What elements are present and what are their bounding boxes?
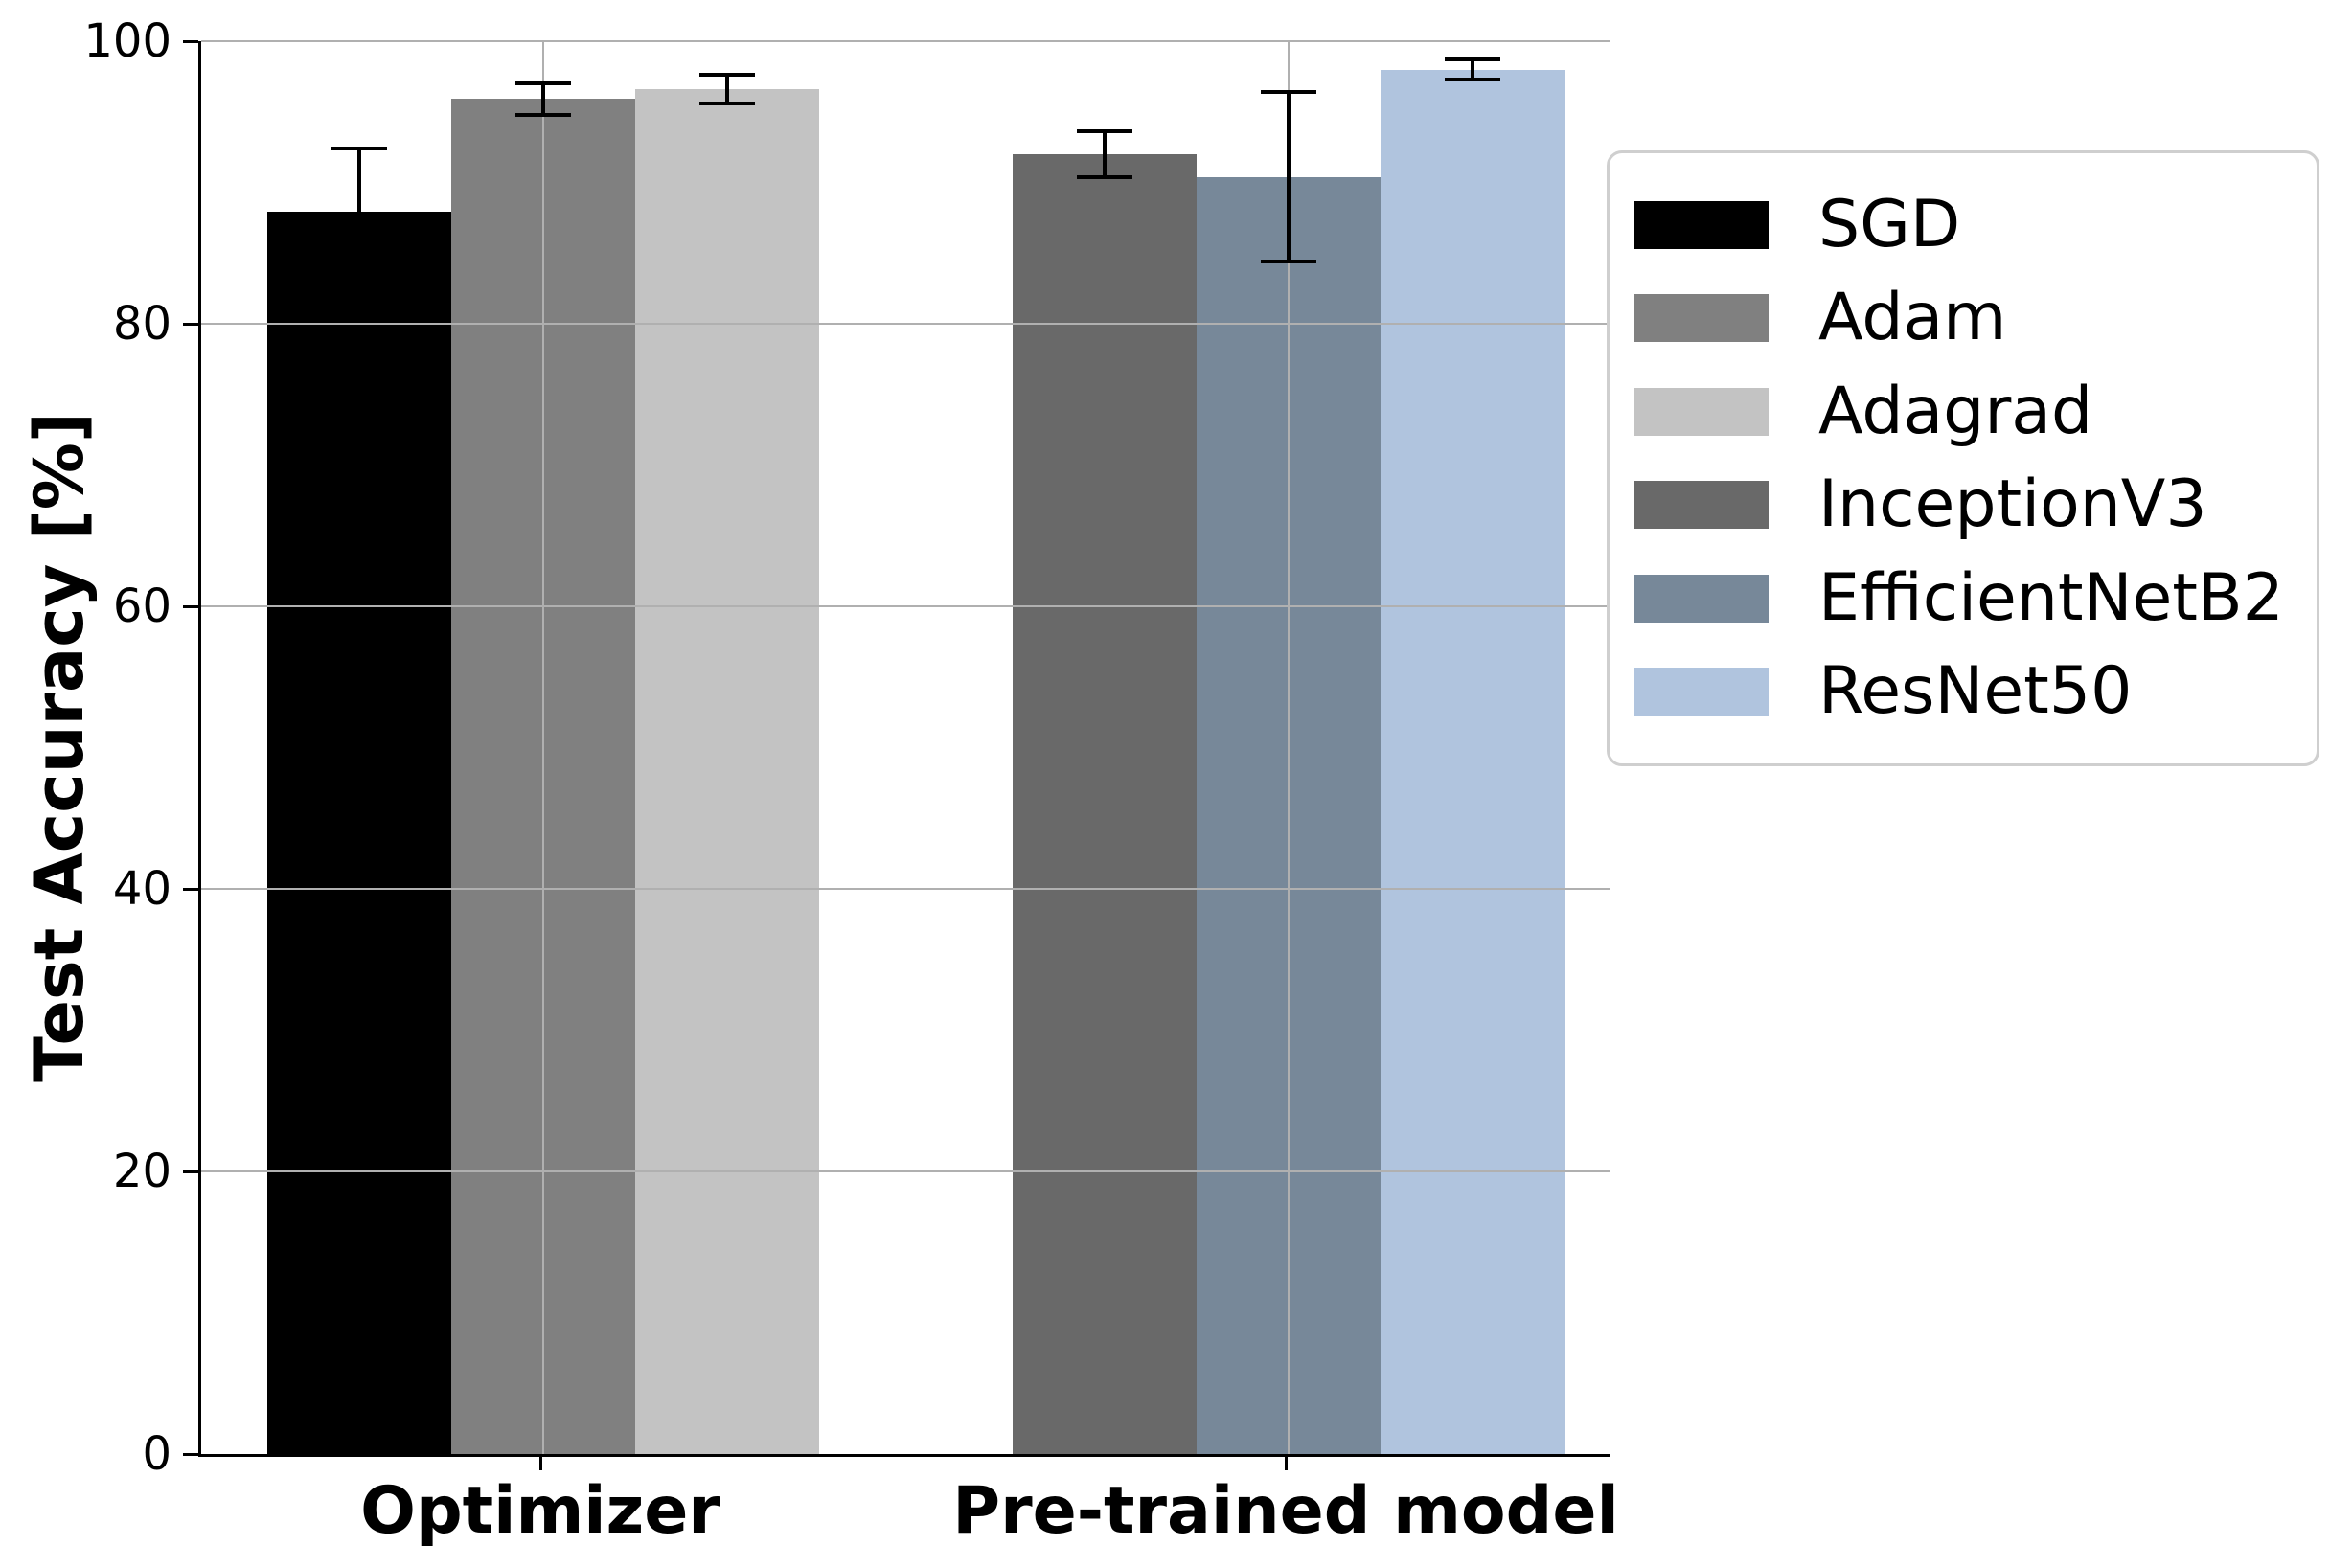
legend-swatch-sgd [1634,200,1769,249]
error-bar-adagrad [725,75,729,103]
bar-adagrad [635,89,819,1454]
error-bar-cap-bottom-resnet50 [1445,77,1500,81]
error-bar-cap-top-adagrad [699,73,755,78]
legend-label-resnet50: ResNet50 [1818,653,2133,730]
legend-swatch-resnet50 [1634,668,1769,716]
y-tick-label-0: 0 [142,1427,171,1481]
error-bar-adam [541,83,545,115]
legend: SGD Adam Adagrad InceptionV3 EfficientNetB2 R… [1607,150,2319,766]
legend-swatch-adam [1634,294,1769,343]
y-tick-label-20: 20 [112,1145,171,1198]
error-bar-cap-bottom-inceptionv3 [1077,174,1132,179]
gridline-y-80 [201,323,1610,325]
legend-item-adam: Adam [1634,275,2317,361]
y-tick-20 [183,1170,198,1173]
error-bar-cap-bottom-adagrad [699,101,755,105]
legend-item-sgd: SGD [1634,182,2317,268]
gridline-y-60 [201,605,1610,607]
gridline-x-pre-trained-model [1288,41,1290,1454]
error-bar-cap-bottom-adam [515,112,571,117]
y-tick-label-80: 80 [112,297,171,351]
gridline-y-40 [201,888,1610,890]
x-tick-pre-trained-model [1284,1457,1288,1470]
error-bar-efficientnetb2 [1287,92,1291,262]
y-tick-0 [183,1452,198,1456]
error-bar-cap-top-adam [515,81,571,86]
legend-label-sgd: SGD [1818,186,1961,262]
gridline-y-100 [201,40,1610,42]
plot-area [198,40,1610,1457]
y-tick-label-100: 100 [83,14,171,68]
error-bar-cap-top-inceptionv3 [1077,129,1132,134]
legend-item-inceptionv3: InceptionV3 [1634,462,2317,548]
y-axis-label: Test Accuracy [%] [20,412,99,1082]
error-bar-sgd [357,148,361,276]
legend-swatch-efficientnetb2 [1634,574,1769,623]
x-tick-label-optimizer: Optimizer [360,1473,720,1549]
legend-label-inceptionv3: InceptionV3 [1818,466,2207,543]
y-tick-label-40: 40 [112,862,171,916]
bar-resnet50 [1381,69,1565,1454]
error-bar-cap-bottom-sgd [331,273,387,278]
x-tick-label-pre-trained-model: Pre-trained model [952,1473,1619,1549]
gridline-y-20 [201,1170,1610,1172]
error-bar-cap-top-efficientnetb2 [1261,90,1316,95]
y-tick-40 [183,887,198,891]
legend-label-adagrad: Adagrad [1818,373,2093,449]
error-bar-cap-top-resnet50 [1445,57,1500,62]
error-bar-inceptionv3 [1103,131,1107,177]
bar-inceptionv3 [1013,154,1197,1454]
error-bar-cap-top-sgd [331,147,387,151]
legend-swatch-adagrad [1634,387,1769,436]
error-bar-resnet50 [1471,59,1474,80]
legend-item-resnet50: ResNet50 [1634,648,2317,735]
error-bar-cap-bottom-efficientnetb2 [1261,260,1316,264]
legend-item-efficientnetb2: EfficientNetB2 [1634,556,2317,642]
legend-item-adagrad: Adagrad [1634,369,2317,455]
legend-label-adam: Adam [1818,280,2007,356]
legend-label-efficientnetb2: EfficientNetB2 [1818,559,2284,636]
gridline-x-optimizer [542,41,544,1454]
legend-swatch-inceptionv3 [1634,481,1769,530]
y-tick-60 [183,604,198,608]
x-tick-optimizer [538,1457,542,1470]
y-tick-100 [183,39,198,43]
y-tick-80 [183,322,198,326]
bar-sgd [267,212,451,1454]
y-tick-label-60: 60 [112,579,171,633]
